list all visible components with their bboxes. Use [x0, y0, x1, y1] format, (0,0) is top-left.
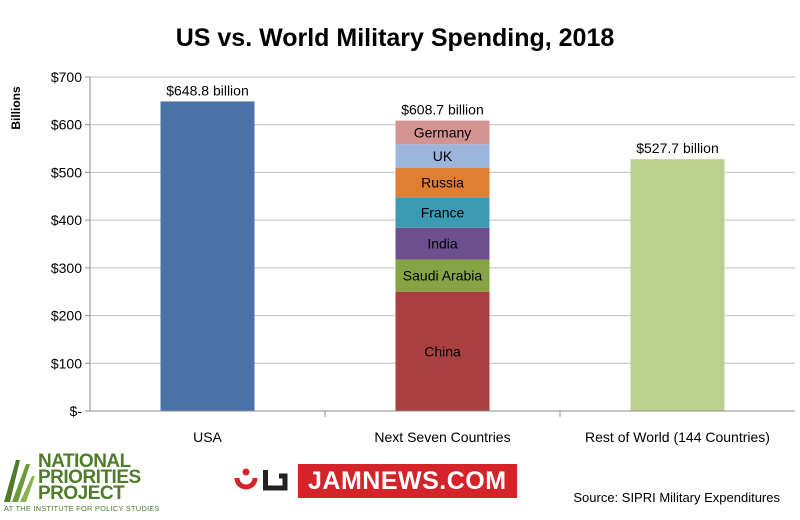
- jamnews-wordmark: JAMNEWS.COM: [298, 464, 517, 498]
- segment-label: Saudi Arabia: [403, 268, 483, 284]
- bar-segment: [395, 227, 490, 260]
- x-tick-label: Next Seven Countries: [374, 429, 510, 445]
- segment-label: India: [427, 236, 458, 252]
- y-tick-label: $200: [51, 308, 82, 324]
- y-axis-ticks: $- $100 $200 $300 $400 $500 $600 $700: [51, 69, 91, 419]
- segment-label: UK: [433, 148, 453, 164]
- data-label: $648.8 billion: [166, 82, 249, 98]
- bar-segment: [630, 159, 725, 411]
- bars: $648.8 billion China Saudi Arabia India Fran…: [160, 82, 725, 411]
- npp-logo: NATIONAL PRIORITIES PROJECT AT THE INSTI…: [2, 452, 182, 518]
- bar-segment: [395, 167, 490, 198]
- y-axis-label: Billions: [9, 86, 23, 130]
- y-tick-label: $100: [51, 355, 82, 371]
- y-tick-label: $-: [70, 403, 83, 419]
- npp-name: NATIONAL PRIORITIES PROJECT: [38, 451, 141, 504]
- data-label: $608.7 billion: [401, 102, 484, 118]
- bar-segment: [395, 144, 490, 168]
- bar-chart: US vs. World Military Spending, 2018 Bil…: [9, 24, 795, 445]
- jamnews-mark-icon: [228, 464, 298, 498]
- y-tick-label: $700: [51, 69, 82, 85]
- jamnews-logo: JAMNEWS.COM: [228, 462, 517, 500]
- npp-tagline: AT THE INSTITUTE FOR POLICY STUDIES: [4, 504, 160, 513]
- y-tick-label: $600: [51, 117, 82, 133]
- y-tick-label: $500: [51, 164, 82, 180]
- bar-segment: [395, 120, 490, 145]
- leaf-icon: [4, 460, 35, 502]
- bar-segment: [395, 259, 490, 292]
- x-tick-label: Rest of World (144 Countries): [585, 429, 770, 445]
- x-tick-label: USA: [193, 429, 222, 445]
- segment-label: China: [424, 343, 461, 359]
- x-axis-ticks: USA Next Seven Countries Rest of World (14…: [90, 410, 795, 445]
- segment-label: Germany: [414, 124, 472, 140]
- data-label: $527.7 billion: [636, 140, 719, 156]
- bar-segment: [395, 197, 490, 228]
- segment-label: France: [421, 205, 465, 221]
- y-tick-label: $300: [51, 260, 82, 276]
- segment-label: Russia: [421, 175, 464, 191]
- chart-title: US vs. World Military Spending, 2018: [176, 24, 615, 52]
- bar-segment: [395, 291, 490, 411]
- y-tick-label: $400: [51, 212, 82, 228]
- source-note: Source: SIPRI Military Expenditures: [573, 490, 780, 505]
- bar-segment: [160, 101, 255, 411]
